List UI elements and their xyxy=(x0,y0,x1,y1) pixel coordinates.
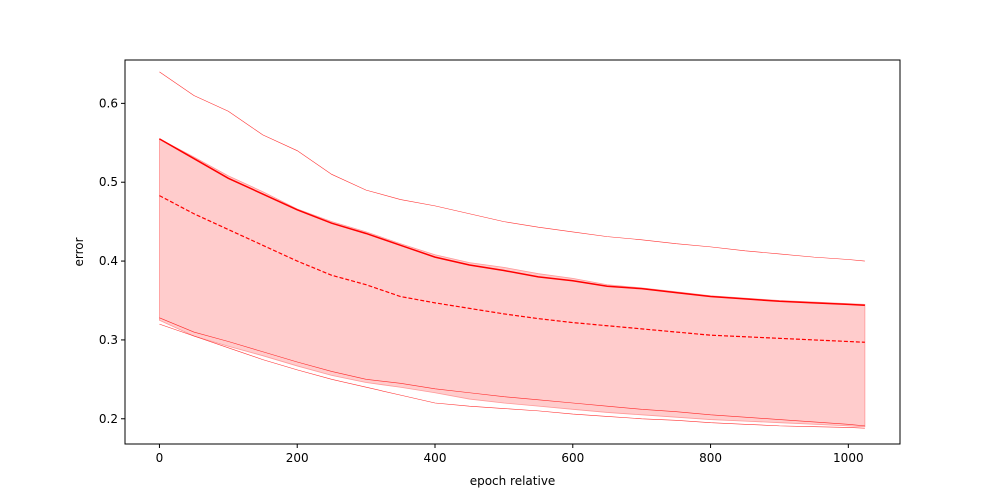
x-axis-label: epoch relative xyxy=(470,474,556,488)
series-line-lower-alt xyxy=(159,317,865,427)
y-tick-label: 0.4 xyxy=(99,254,118,268)
series-line-mean xyxy=(159,138,865,306)
axes-frame xyxy=(124,59,901,445)
y-tick-label: 0.6 xyxy=(99,96,118,110)
x-tick-label: 1000 xyxy=(833,451,864,465)
x-tick-label: 400 xyxy=(424,451,447,465)
y-tick-label: 0.5 xyxy=(99,175,118,189)
x-tick-label: 800 xyxy=(699,451,722,465)
x-tick-label: 200 xyxy=(286,451,309,465)
x-tick-label: 0 xyxy=(156,451,164,465)
axis-ticks: 0 200 400 600 800 1000 0.2 0.3 0.4 0.5 0.6 xyxy=(99,96,864,465)
series-line-median xyxy=(159,195,865,343)
y-tick-label: 0.3 xyxy=(99,333,118,347)
y-axis-label: error xyxy=(72,237,86,266)
plot-area xyxy=(159,71,866,429)
series-line-upper xyxy=(159,71,865,262)
y-tick-label: 0.2 xyxy=(99,412,118,426)
x-tick-label: 600 xyxy=(561,451,584,465)
series-line-lower xyxy=(159,323,865,429)
band-area xyxy=(159,138,866,428)
